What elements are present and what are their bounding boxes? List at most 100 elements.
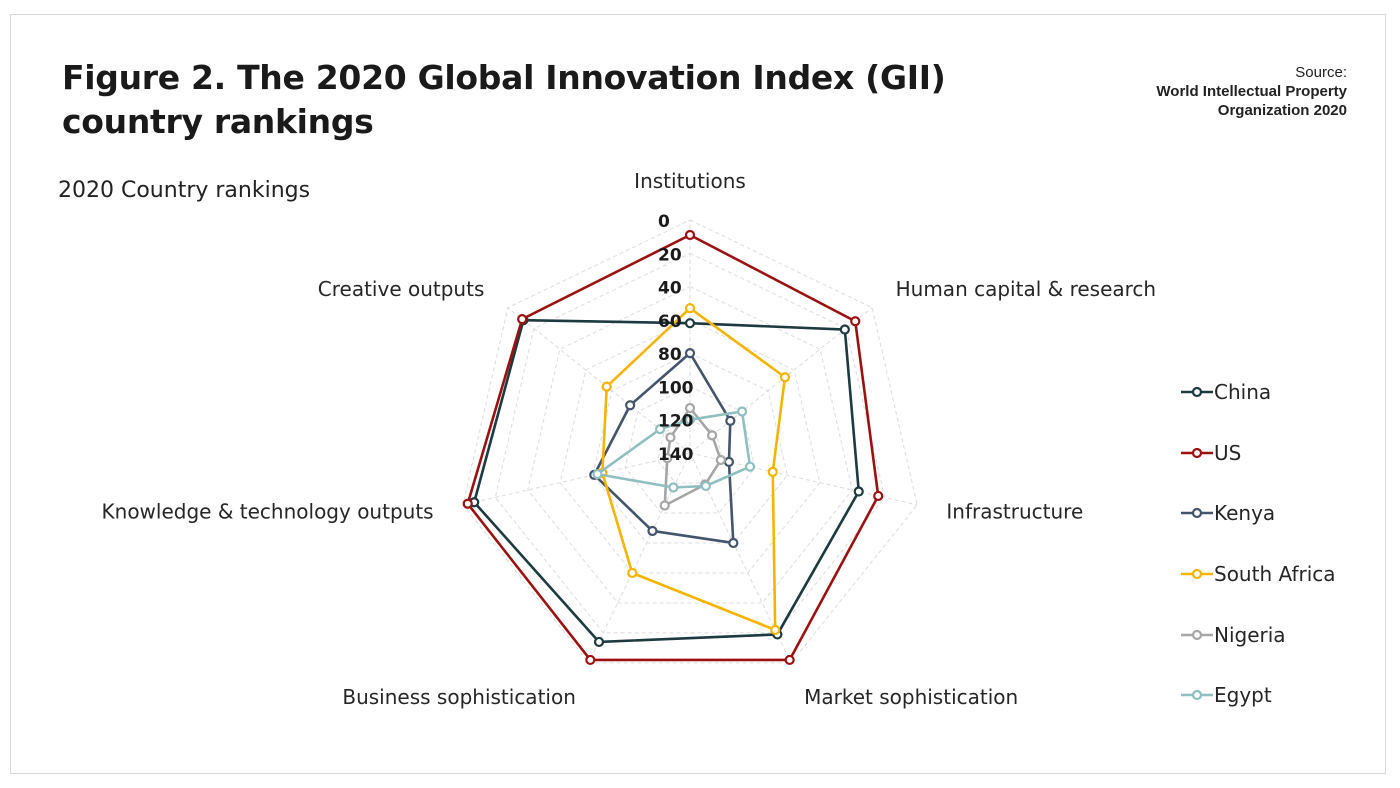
- legend-swatch-south-africa: [1181, 568, 1213, 580]
- legend-label-china: China: [1214, 380, 1272, 405]
- point-us-institutions: [684, 229, 696, 241]
- point-nigeria-creative-outputs: [665, 432, 676, 443]
- grid-ring-80: [592, 352, 788, 544]
- legend-label-egypt: Egypt: [1214, 683, 1272, 708]
- legend-marker-egypt: [1191, 690, 1203, 701]
- source-organization: World Intellectual Property Organization…: [1156, 83, 1347, 119]
- axis-label-knowledge-and-technology-outputs: Knowledge & technology outputs: [102, 500, 434, 524]
- point-kenya-human-capital-and-research: [725, 415, 736, 426]
- series-line-south-africa: [601, 306, 787, 632]
- legend-label-nigeria: Nigeria: [1214, 622, 1286, 647]
- tick-label-20: 20: [658, 245, 682, 265]
- point-nigeria-infrastructure: [715, 454, 726, 466]
- point-china-business-sophistication: [593, 636, 605, 648]
- legend-swatch-nigeria: [1181, 629, 1213, 640]
- radar-series: [462, 229, 884, 666]
- legend-marker-china: [1191, 387, 1203, 398]
- point-nigeria-business-sophistication: [659, 500, 670, 511]
- spoke-knowledge-and-technology-outputs: [462, 452, 691, 506]
- series-us: [462, 229, 884, 666]
- axis-label-creative-outputs: Creative outputs: [318, 277, 485, 301]
- legend-swatch-us: [1181, 447, 1213, 458]
- source-label: Source:: [1295, 64, 1347, 81]
- point-egypt-market-sophistication: [700, 480, 711, 492]
- radar-axis-labels: Institutions Human capital & research Infr…: [102, 169, 1157, 709]
- legend-swatch-kenya: [1181, 508, 1213, 519]
- point-kenya-infrastructure: [723, 456, 735, 467]
- grid-ring-40: [527, 286, 853, 604]
- axis-label-human-capital-and-research: Human capital & research: [896, 277, 1156, 301]
- legend-marker-kenya: [1191, 508, 1203, 519]
- point-kenya-creative-outputs: [625, 400, 636, 411]
- point-egypt-infrastructure: [744, 461, 756, 472]
- legend-item-kenya: Kenya: [1180, 483, 1336, 544]
- legend-label-us: US: [1214, 440, 1242, 465]
- tick-label-140: 140: [658, 445, 694, 465]
- grid-ring-60: [559, 319, 821, 574]
- series-line-us: [466, 233, 880, 662]
- chart-subtitle: 2020 Country rankings: [58, 178, 311, 203]
- point-egypt-institutions: [684, 414, 696, 425]
- legend-item-nigeria: Nigeria: [1180, 604, 1336, 665]
- tick-label-80: 80: [658, 345, 682, 365]
- point-kenya-institutions: [684, 348, 696, 359]
- tick-label-0: 0: [658, 212, 670, 232]
- axis-label-market-sophistication: Market sophistication: [804, 685, 1018, 709]
- legend-item-south-africa: South Africa: [1180, 544, 1336, 605]
- grid-ring-100: [624, 385, 756, 514]
- point-china-infrastructure: [853, 486, 864, 497]
- axis-label-infrastructure: Infrastructure: [946, 500, 1083, 524]
- legend-item-us: US: [1180, 423, 1336, 484]
- spoke-human-capital-and-research: [689, 307, 873, 454]
- source-note: Source: World Intellectual Property Orga…: [1156, 63, 1347, 120]
- grid-ring-120: [657, 419, 723, 484]
- legend-swatch-china: [1181, 387, 1213, 398]
- radar-ticks: 0 20 40 60 80 100 120 140: [658, 212, 694, 465]
- point-south-africa-infrastructure: [767, 466, 778, 477]
- point-egypt-knowledge-and-technology-outputs: [592, 469, 603, 480]
- series-egypt: [592, 406, 756, 493]
- grid-ring-0: [462, 219, 918, 664]
- point-us-business-sophistication: [585, 654, 596, 666]
- point-egypt-human-capital-and-research: [736, 406, 748, 417]
- point-egypt-creative-outputs: [654, 424, 666, 435]
- legend-marker-south-africa: [1191, 568, 1203, 580]
- point-us-creative-outputs: [517, 314, 528, 325]
- point-us-infrastructure: [873, 490, 884, 502]
- legend-marker-us: [1191, 447, 1203, 458]
- axis-label-business-sophistication: Business sophistication: [342, 685, 576, 709]
- slide-frame: [10, 14, 1386, 774]
- point-south-africa-market-sophistication: [770, 624, 781, 636]
- point-nigeria-human-capital-and-research: [707, 430, 718, 441]
- chart-legend: China US Kenya South Africa Nigeria Egypt: [1180, 362, 1336, 726]
- legend-item-egypt: Egypt: [1180, 665, 1336, 726]
- legend-marker-nigeria: [1191, 629, 1203, 640]
- point-us-market-sophistication: [784, 654, 795, 666]
- point-south-africa-institutions: [684, 303, 696, 314]
- legend-label-kenya: Kenya: [1214, 501, 1276, 526]
- grid-ring-20: [494, 252, 886, 634]
- legend-label-south-africa: South Africa: [1214, 562, 1336, 587]
- tick-label-120: 120: [658, 412, 694, 432]
- axis-label-institutions: Institutions: [634, 169, 746, 193]
- point-kenya-business-sophistication: [647, 525, 658, 537]
- point-nigeria-knowledge-and-technology-outputs: [662, 453, 673, 464]
- series-line-kenya: [592, 351, 735, 545]
- point-us-human-capital-and-research: [850, 316, 861, 327]
- point-south-africa-business-sophistication: [627, 567, 638, 579]
- point-south-africa-human-capital-and-research: [779, 372, 791, 383]
- tick-label-100: 100: [658, 378, 694, 398]
- point-south-africa-creative-outputs: [601, 381, 612, 392]
- point-china-human-capital-and-research: [839, 324, 850, 335]
- point-kenya-market-sophistication: [728, 537, 739, 549]
- tick-label-40: 40: [658, 279, 682, 299]
- point-egypt-business-sophistication: [668, 482, 679, 493]
- point-nigeria-institutions: [684, 402, 696, 414]
- legend-item-china: China: [1180, 362, 1336, 423]
- legend-swatch-egypt: [1181, 690, 1213, 701]
- series-line-egypt: [596, 410, 752, 489]
- tick-label-60: 60: [658, 312, 682, 332]
- point-china-institutions: [684, 318, 696, 329]
- point-us-knowledge-and-technology-outputs: [462, 498, 473, 509]
